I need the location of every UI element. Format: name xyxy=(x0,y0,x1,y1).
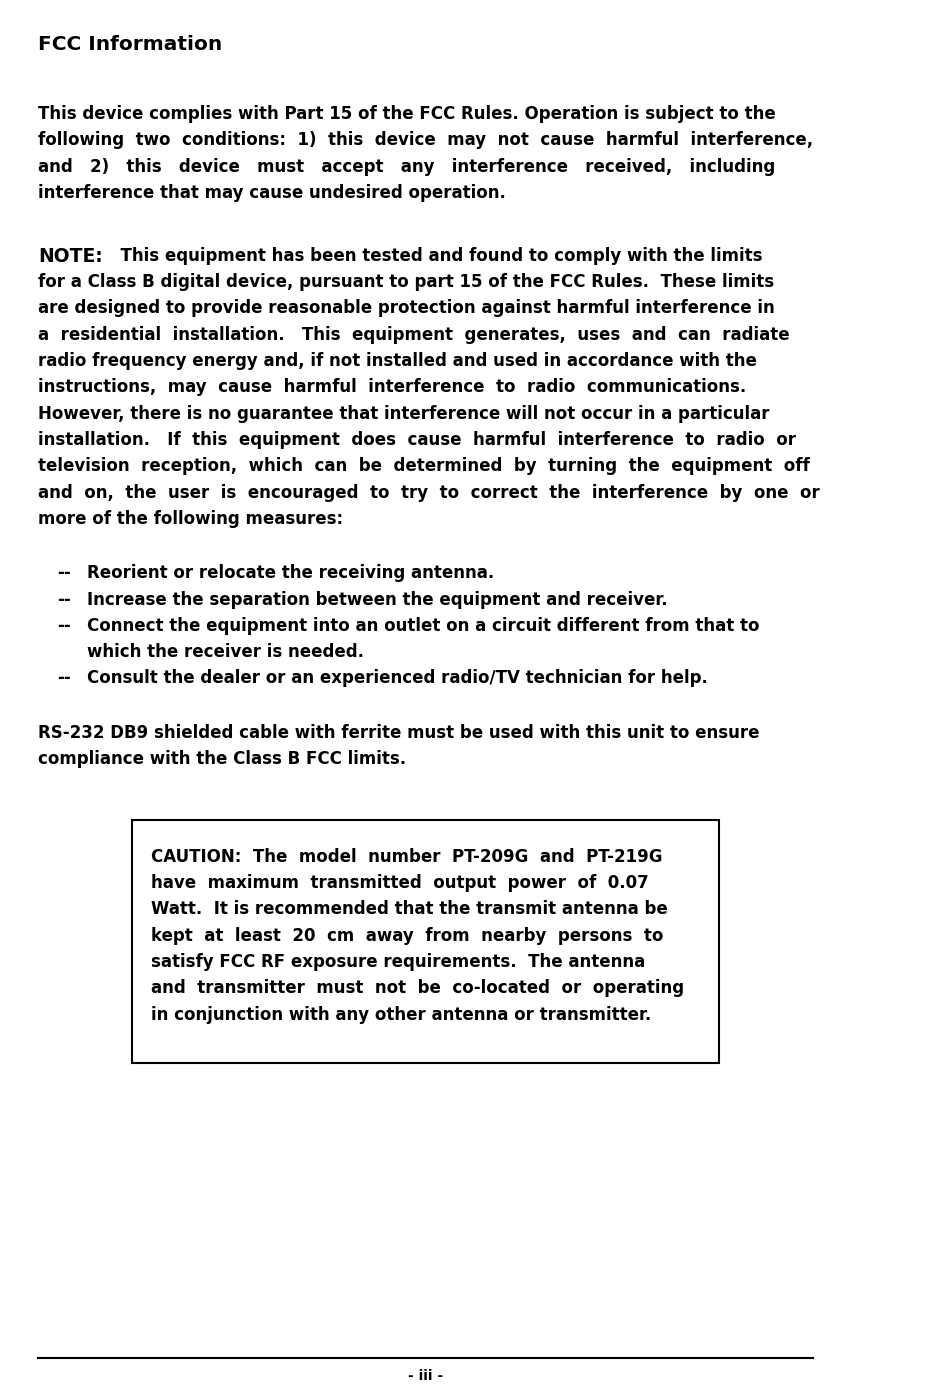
Text: Increase the separation between the equipment and receiver.: Increase the separation between the equi… xyxy=(86,591,667,609)
Text: have  maximum  transmitted  output  power  of  0.07: have maximum transmitted output power of… xyxy=(151,874,648,892)
Text: television  reception,  which  can  be  determined  by  turning  the  equipment : television reception, which can be deter… xyxy=(38,458,809,475)
Text: RS-232 DB9 shielded cable with ferrite must be used with this unit to ensure: RS-232 DB9 shielded cable with ferrite m… xyxy=(38,724,760,742)
Text: instructions,  may  cause  harmful  interference  to  radio  communications.: instructions, may cause harmful interfer… xyxy=(38,378,747,396)
Text: and  on,  the  user  is  encouraged  to  try  to  correct  the  interference  by: and on, the user is encouraged to try to… xyxy=(38,483,820,501)
Text: compliance with the Class B FCC limits.: compliance with the Class B FCC limits. xyxy=(38,750,406,769)
Text: in conjunction with any other antenna or transmitter.: in conjunction with any other antenna or… xyxy=(151,1005,651,1023)
FancyBboxPatch shape xyxy=(132,820,719,1063)
Text: which the receiver is needed.: which the receiver is needed. xyxy=(86,643,364,661)
Text: a  residential  installation.   This  equipment  generates,  uses  and  can  rad: a residential installation. This equipme… xyxy=(38,326,790,343)
Text: more of the following measures:: more of the following measures: xyxy=(38,510,343,528)
Text: following  two  conditions:  1)  this  device  may  not  cause  harmful  interfe: following two conditions: 1) this device… xyxy=(38,132,813,150)
Text: CAUTION:  The  model  number  PT-209G  and  PT-219G: CAUTION: The model number PT-209G and PT… xyxy=(151,848,662,865)
Text: and  transmitter  must  not  be  co-located  or  operating: and transmitter must not be co-located o… xyxy=(151,980,684,997)
Text: This device complies with Part 15 of the FCC Rules. Operation is subject to the: This device complies with Part 15 of the… xyxy=(38,105,776,123)
Text: are designed to provide reasonable protection against harmful interference in: are designed to provide reasonable prote… xyxy=(38,300,775,318)
Text: - iii -: - iii - xyxy=(408,1369,443,1383)
Text: for a Class B digital device, pursuant to part 15 of the FCC Rules.  These limit: for a Class B digital device, pursuant t… xyxy=(38,273,774,291)
Text: Watt.  It is recommended that the transmit antenna be: Watt. It is recommended that the transmi… xyxy=(151,900,667,918)
Text: kept  at  least  20  cm  away  from  nearby  persons  to: kept at least 20 cm away from nearby per… xyxy=(151,927,663,945)
Text: and   2)   this   device   must   accept   any   interference   received,   incl: and 2) this device must accept any inter… xyxy=(38,158,776,175)
Text: installation.   If  this  equipment  does  cause  harmful  interference  to  rad: installation. If this equipment does cau… xyxy=(38,431,796,449)
Text: --: -- xyxy=(57,564,70,582)
Text: However, there is no guarantee that interference will not occur in a particular: However, there is no guarantee that inte… xyxy=(38,405,769,423)
Text: This equipment has been tested and found to comply with the limits: This equipment has been tested and found… xyxy=(109,246,763,265)
Text: FCC Information: FCC Information xyxy=(38,35,222,55)
Text: radio frequency energy and, if not installed and used in accordance with the: radio frequency energy and, if not insta… xyxy=(38,351,757,370)
Text: interference that may cause undesired operation.: interference that may cause undesired op… xyxy=(38,183,506,202)
Text: --: -- xyxy=(57,669,70,687)
Text: NOTE:: NOTE: xyxy=(38,246,103,266)
Text: Reorient or relocate the receiving antenna.: Reorient or relocate the receiving anten… xyxy=(86,564,493,582)
Text: --: -- xyxy=(57,591,70,609)
Text: Consult the dealer or an experienced radio/TV technician for help.: Consult the dealer or an experienced rad… xyxy=(86,669,707,687)
Text: satisfy FCC RF exposure requirements.  The antenna: satisfy FCC RF exposure requirements. Th… xyxy=(151,953,644,972)
Text: --: -- xyxy=(57,617,70,634)
Text: Connect the equipment into an outlet on a circuit different from that to: Connect the equipment into an outlet on … xyxy=(86,617,759,634)
